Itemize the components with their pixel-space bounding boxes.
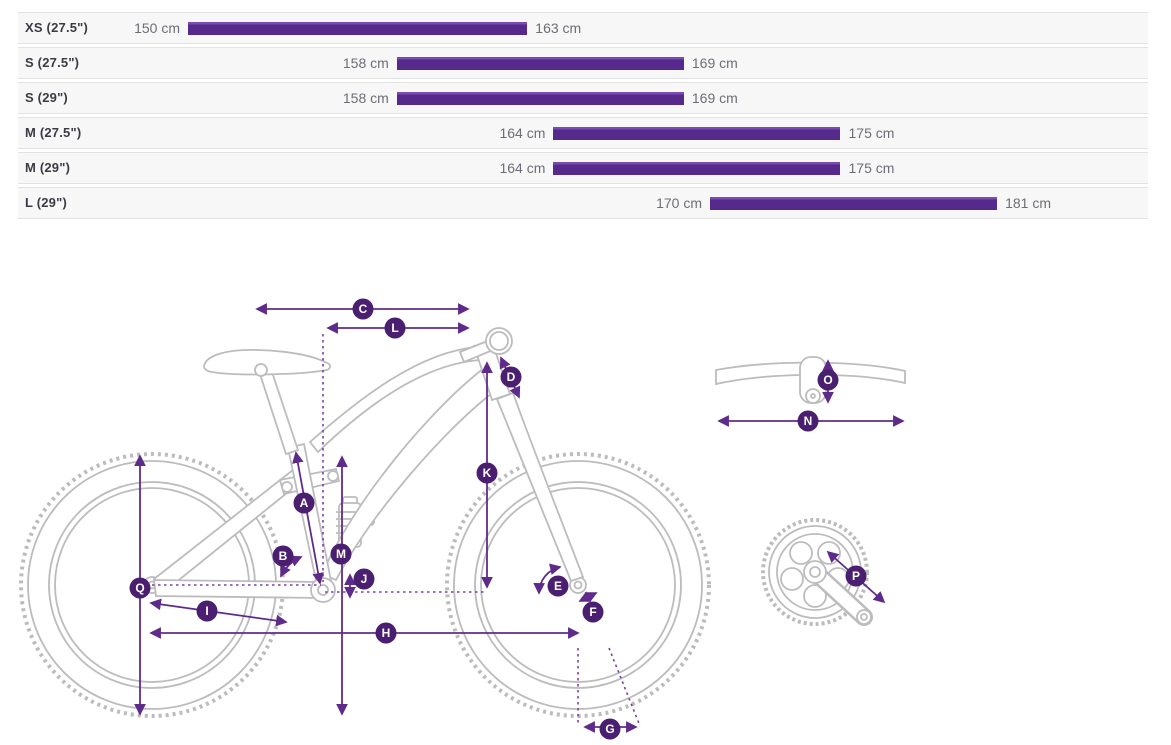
measure-label-B: B <box>272 545 294 567</box>
size-chart-row: S (29") 158 cm 169 cm <box>18 82 1148 114</box>
rider-height-range-bar <box>396 57 684 70</box>
measure-label-O: O <box>817 369 839 391</box>
fork <box>495 391 585 583</box>
svg-text:A: A <box>300 496 309 510</box>
size-chart-row: M (29") 164 cm 175 cm <box>18 152 1148 184</box>
max-height-value: 175 cm <box>848 125 895 141</box>
measure-label-M: M <box>330 543 352 565</box>
measure-label-L: L <box>384 317 406 339</box>
frame-size-label: M (27.5") <box>25 125 82 140</box>
measurement-lines <box>134 303 905 733</box>
measure-label-I: I <box>196 600 218 622</box>
measure-label-P: P <box>845 565 867 587</box>
measure-label-F: F <box>582 601 604 623</box>
handlebar-sketch <box>715 356 906 404</box>
measure-label-Q: Q <box>129 577 151 599</box>
svg-text:O: O <box>823 373 832 387</box>
max-height-value: 181 cm <box>1005 195 1052 211</box>
measure-label-H: H <box>375 622 397 644</box>
measure-A-line <box>292 451 324 585</box>
frame-size-label: S (27.5") <box>25 55 80 70</box>
svg-text:I: I <box>205 604 208 618</box>
rider-height-range-bar <box>188 22 528 35</box>
svg-text:P: P <box>852 569 860 583</box>
min-height-value: 164 cm <box>499 125 546 141</box>
min-height-value: 164 cm <box>499 160 546 176</box>
frame-size-label: M (29") <box>25 160 71 175</box>
min-height-value: 158 cm <box>342 90 389 106</box>
saddle-and-seatpost <box>203 349 331 456</box>
measure-label-C: C <box>352 298 374 320</box>
min-height-value: 150 cm <box>134 20 180 36</box>
measure-label-K: K <box>476 462 498 484</box>
measure-label-G: G <box>599 718 621 740</box>
steering-axis-dotted-line <box>608 647 641 727</box>
rider-height-range-bar <box>553 127 841 140</box>
size-chart-table: XS (27.5") 150 cm 163 cm S (27.5") 158 c… <box>18 12 1148 222</box>
rider-height-range-bar <box>553 162 841 175</box>
measure-label-A: A <box>293 492 315 514</box>
stem <box>458 327 513 364</box>
svg-text:C: C <box>359 302 368 316</box>
svg-text:E: E <box>554 579 562 593</box>
frame-size-label: XS (27.5") <box>25 20 89 35</box>
svg-text:F: F <box>589 605 596 619</box>
measure-B-arc <box>280 555 303 578</box>
svg-text:Q: Q <box>135 581 144 595</box>
measure-label-J: J <box>353 568 375 590</box>
bike-geometry-diagram: C L D K A B M J Q I H E F G O N P <box>19 298 906 740</box>
svg-text:M: M <box>336 547 346 561</box>
measure-I-line <box>149 598 288 627</box>
svg-text:G: G <box>605 722 614 736</box>
frame-size-label: L (29") <box>25 195 67 210</box>
frame-tubes <box>286 340 512 592</box>
svg-text:L: L <box>391 321 398 335</box>
svg-text:H: H <box>382 626 391 640</box>
rider-height-range-bar <box>396 92 684 105</box>
max-height-value: 175 cm <box>848 160 895 176</box>
svg-text:J: J <box>361 572 368 586</box>
measure-label-D: D <box>500 366 522 388</box>
bike-sketch <box>19 327 711 718</box>
measure-label-E: E <box>547 575 569 597</box>
svg-text:B: B <box>279 549 288 563</box>
measure-letter-markers: C L D K A B M J Q I H E F G O N P <box>129 298 867 740</box>
size-chart-row: L (29") 170 cm 181 cm <box>18 187 1148 219</box>
size-chart-row: M (27.5") 164 cm 175 cm <box>18 117 1148 149</box>
frame-size-label: S (29") <box>25 90 68 105</box>
rider-height-range-bar <box>710 197 998 210</box>
measure-label-N: N <box>797 410 819 432</box>
min-height-value: 158 cm <box>342 55 389 71</box>
max-height-value: 169 cm <box>691 90 738 106</box>
max-height-value: 163 cm <box>535 20 582 36</box>
size-chart-row: XS (27.5") 150 cm 163 cm <box>18 12 1148 44</box>
measure-E-arc <box>533 563 562 595</box>
measure-F-line <box>578 591 598 603</box>
svg-text:K: K <box>483 466 492 480</box>
min-height-value: 170 cm <box>656 195 702 211</box>
svg-text:D: D <box>507 370 516 384</box>
size-chart-row: S (27.5") 158 cm 169 cm <box>18 47 1148 79</box>
svg-text:N: N <box>804 414 813 428</box>
max-height-value: 169 cm <box>691 55 738 71</box>
